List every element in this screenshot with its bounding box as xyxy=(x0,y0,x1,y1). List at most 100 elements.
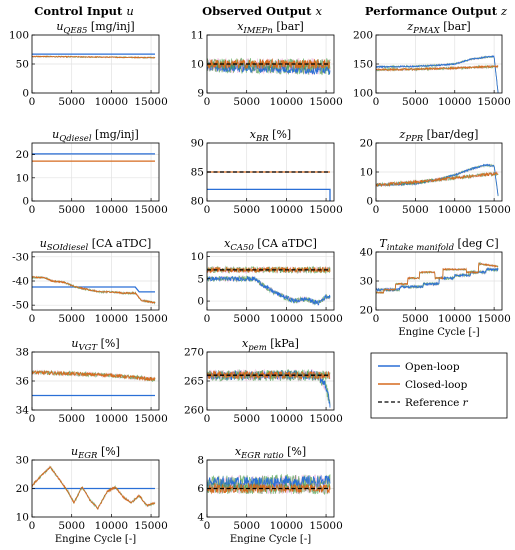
subplot-title-subscript: intake manifold xyxy=(387,243,455,253)
x-tick-label: 5000 xyxy=(58,96,85,108)
x-tick-label: 0 xyxy=(29,204,36,216)
y-tick-label: 38 xyxy=(16,347,29,359)
x-tick-label: 15000 xyxy=(309,313,342,325)
subplot-title-subscript: EGR xyxy=(77,451,98,461)
x-tick-label: 5000 xyxy=(402,96,429,108)
x-tick-label: 0 xyxy=(204,413,211,425)
y-tick-label: 260 xyxy=(184,405,204,417)
legend-reference-symbol: r xyxy=(463,397,469,409)
subplot-title-unit: [CA aTDC] xyxy=(88,237,151,250)
x-tick-label: 5000 xyxy=(233,413,260,425)
series-line-open-loop-noise-1 xyxy=(376,55,499,93)
subplot-xIMEPn: 0 5000 10000 15000 9 10 11 xIMEPn [bar] xyxy=(191,20,343,108)
x-tick-label: 15000 xyxy=(134,204,167,216)
y-tick-label: 10 xyxy=(360,167,373,179)
x-tick-label: 0 xyxy=(373,313,380,325)
subplot-title: uSOIdiesel [CA aTDC] xyxy=(40,237,152,253)
subplot-title: zPPR [bar/deg] xyxy=(399,128,479,144)
y-tick-label: 8 xyxy=(197,455,204,467)
subplot-title-variable: x xyxy=(250,128,257,141)
subplot-title: uEGR [%] xyxy=(71,445,120,461)
plot-area xyxy=(32,465,156,511)
axes-frame xyxy=(31,142,160,202)
x-tick-label: 0 xyxy=(204,313,211,325)
subplot-title-variable: z xyxy=(399,128,406,141)
y-tick-label: -40 xyxy=(12,276,29,288)
x-tick-label: 10000 xyxy=(95,96,128,108)
column-header-performance-output-symbol: z xyxy=(500,4,508,18)
subplot-title-unit: [bar] xyxy=(273,20,304,33)
plot-area xyxy=(32,369,156,397)
plot-area xyxy=(207,171,331,201)
x-tick-label: 0 xyxy=(373,204,380,216)
x-tick-label: 0 xyxy=(204,204,211,216)
subplot-xBR: 0 5000 10000 15000 80 85 90 xBR [%] xyxy=(191,128,343,216)
subplot-title-unit: [CA aTDC] xyxy=(254,237,317,250)
subplot-uVGT: 0 5000 10000 15000 34 36 38 uVGT [%] xyxy=(16,337,168,425)
y-tick-label: 11 xyxy=(191,30,204,42)
y-tick-label: 20 xyxy=(16,483,29,495)
column-header-observed-output-label: Observed Output xyxy=(202,4,312,18)
series-line-open-loop xyxy=(207,188,331,201)
series-line-closed-loop-noise-2 xyxy=(376,262,499,294)
legend-box xyxy=(370,352,508,419)
column-header-control-input-symbol: u xyxy=(126,4,133,18)
subplot-title: xpem [kPa] xyxy=(242,337,299,353)
plot-area xyxy=(32,153,155,162)
plot-area xyxy=(207,265,331,306)
subplot-title-variable: u xyxy=(52,128,59,141)
column-header-observed-output: Observed Output x xyxy=(202,4,322,18)
x-tick-label: 5000 xyxy=(402,313,429,325)
y-tick-label: 10 xyxy=(16,512,29,524)
x-tick-label: 15000 xyxy=(477,313,510,325)
x-tick-label: 10000 xyxy=(95,313,128,325)
plot-area xyxy=(32,53,156,59)
series-line-closed-loop-noise-2 xyxy=(32,369,156,382)
x-tick-label: 10000 xyxy=(270,96,303,108)
y-tick-label: 0 xyxy=(366,196,373,208)
x-tick-label: 0 xyxy=(29,413,36,425)
y-tick-label: 200 xyxy=(353,30,373,42)
y-tick-label: 0 xyxy=(22,196,29,208)
x-tick-label: 5000 xyxy=(233,204,260,216)
x-tick-label: 0 xyxy=(204,520,211,532)
subplot-xCA50: 0 5000 10000 15000 0 5 10 xCA50 [CA aTDC] xyxy=(191,237,343,325)
x-tick-label: 5000 xyxy=(402,204,429,216)
column-header-observed-output-symbol: x xyxy=(315,4,322,18)
subplot-title: zPMAX [bar] xyxy=(406,20,470,36)
column-header-performance-output: Performance Output z xyxy=(365,4,508,18)
x-tick-label: 10000 xyxy=(95,413,128,425)
y-tick-label: -50 xyxy=(12,300,29,312)
subplot-title-subscript: IMEPn xyxy=(242,26,272,36)
x-tick-label: 10000 xyxy=(438,313,471,325)
subplot-title: uVGT [%] xyxy=(71,337,119,353)
plot-area xyxy=(207,57,331,76)
y-tick-label: 80 xyxy=(191,196,204,208)
subplot-Tintake: 0 5000 10000 15000 20 30 40 Tintake manifold [d… xyxy=(360,237,511,338)
x-tick-label: 10000 xyxy=(270,520,303,532)
subplot-title-subscript: Qdiesel xyxy=(59,134,92,144)
legend-reference-label: Reference r xyxy=(405,397,469,409)
legend-open-loop-label: Open-loop xyxy=(405,361,460,373)
series-line-open-loop-noise-2 xyxy=(207,474,331,490)
x-tick-label: 0 xyxy=(29,520,36,532)
subplot-title: uQE85 [mg/inj] xyxy=(56,20,134,36)
x-tick-label: 5000 xyxy=(233,313,260,325)
series-line-closed-loop-noise-2 xyxy=(207,370,331,380)
subplot-title-unit: [%] xyxy=(97,337,120,350)
subplot-title-variable: u xyxy=(56,20,63,33)
x-tick-label: 5000 xyxy=(233,520,260,532)
series-line-open-loop-noise-0 xyxy=(376,54,499,93)
subplot-title-variable: x xyxy=(235,445,242,458)
column-header-performance-output-label: Performance Output xyxy=(365,4,498,18)
subplot-title: xCA50 [CA aTDC] xyxy=(224,237,317,253)
x-tick-label: 15000 xyxy=(134,520,167,532)
subplot-title-unit: [bar] xyxy=(440,20,471,33)
x-tick-label: 0 xyxy=(373,96,380,108)
y-tick-label: 90 xyxy=(191,138,204,150)
x-axis-label: Engine Cycle [-] xyxy=(230,534,311,545)
x-tick-label: 0 xyxy=(204,96,211,108)
y-tick-label: 5 xyxy=(197,273,204,285)
